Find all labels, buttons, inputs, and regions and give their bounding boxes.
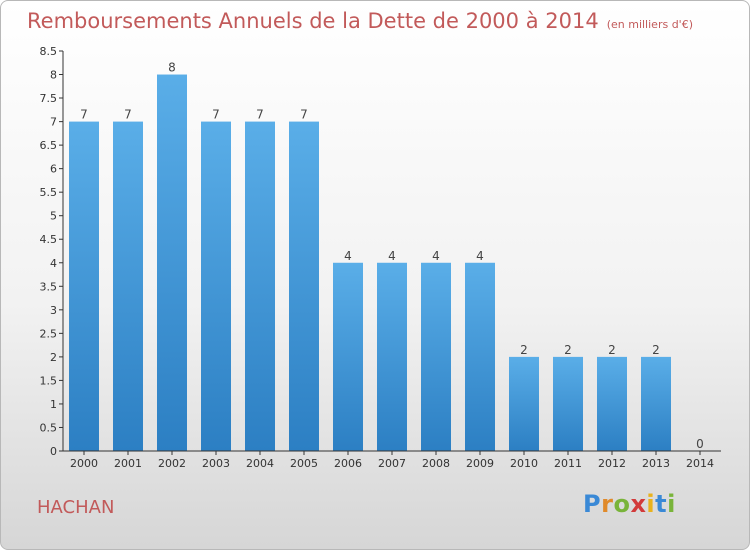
x-axis: 2000 2001 2002 2003 2004 2005 2006 2007 2008 2009… [63, 450, 721, 470]
bar-2009 [465, 262, 495, 451]
bar-value-label: 2 [652, 343, 660, 357]
y-tick-label: 7 [50, 116, 57, 129]
y-tick-label: 4 [50, 257, 57, 270]
y-tick-label: 0 [50, 445, 57, 458]
x-tick-label: 2008 [422, 457, 450, 470]
y-tick-label: 6 [50, 163, 57, 176]
bar-value-label: 7 [124, 108, 132, 122]
x-tick-label: 2014 [686, 457, 714, 470]
x-tick-label: 2000 [70, 457, 98, 470]
commune-name: HACHAN [37, 497, 115, 518]
x-tick-label: 2011 [554, 457, 582, 470]
bar-value-label: 7 [300, 108, 308, 122]
bar-2008 [421, 262, 451, 451]
y-tick-label: 5 [50, 210, 57, 223]
y-tick-label: 4.5 [40, 233, 58, 246]
bar-2007 [377, 262, 407, 451]
y-tick-label: 6.5 [40, 139, 58, 152]
y-tick-label: 0.5 [40, 421, 58, 434]
chart-unit: (en milliers d'€) [606, 18, 693, 31]
bar-2010 [509, 356, 539, 451]
bar-2012 [597, 356, 627, 451]
bar-value-label: 4 [432, 249, 440, 263]
chart-title: Remboursements Annuels de la Dette de 20… [27, 9, 693, 33]
bar-value-label: 2 [564, 343, 572, 357]
proxiti-logo[interactable]: Proxiti [583, 490, 676, 518]
bar-2001 [113, 121, 143, 452]
x-tick-label: 2013 [642, 457, 670, 470]
x-tick-label: 2006 [334, 457, 362, 470]
x-tick-label: 2012 [598, 457, 626, 470]
x-tick-label: 2007 [378, 457, 406, 470]
bar-value-label: 4 [388, 249, 396, 263]
bar-value-label: 8 [168, 61, 176, 75]
y-tick-label: 7.5 [40, 92, 58, 105]
bar-value-label: 2 [608, 343, 616, 357]
x-tick-label: 2010 [510, 457, 538, 470]
bar-2002 [157, 74, 187, 451]
bar-2011 [553, 356, 583, 451]
bar-2004 [245, 121, 275, 452]
bar-value-label: 4 [344, 249, 352, 263]
bar-value-label: 7 [80, 108, 88, 122]
bars: 7 7 8 7 7 7 4 4 4 4 2 2 2 2 0 [69, 61, 704, 452]
y-axis: 0 0.5 1 1.5 2 2.5 3 3.5 4 4.5 5 5.5 6 6.5 7 7.5 8 8.5 [40, 45, 64, 458]
bar-2013 [641, 356, 671, 451]
x-tick-label: 2004 [246, 457, 274, 470]
bar-value-label: 2 [520, 343, 528, 357]
bar-value-label: 7 [256, 108, 264, 122]
bar-2006 [333, 262, 363, 451]
y-tick-label: 3 [50, 304, 57, 317]
y-tick-label: 8 [50, 69, 57, 82]
x-tick-label: 2003 [202, 457, 230, 470]
x-tick-label: 2009 [466, 457, 494, 470]
bar-value-label: 0 [696, 437, 704, 451]
y-tick-label: 8.5 [40, 45, 58, 58]
y-tick-label: 3.5 [40, 280, 58, 293]
bar-2003 [201, 121, 231, 452]
y-tick-label: 1 [50, 398, 57, 411]
bar-value-label: 7 [212, 108, 220, 122]
y-tick-label: 1.5 [40, 374, 58, 387]
bar-value-label: 4 [476, 249, 484, 263]
y-tick-label: 2.5 [40, 327, 58, 340]
bar-2005 [289, 121, 319, 452]
y-tick-label: 2 [50, 351, 57, 364]
x-tick-label: 2002 [158, 457, 186, 470]
x-tick-label: 2005 [290, 457, 318, 470]
bar-2000 [69, 121, 99, 452]
chart-title-text: Remboursements Annuels de la Dette de 20… [27, 9, 599, 33]
x-tick-label: 2001 [114, 457, 142, 470]
y-tick-label: 5.5 [40, 186, 58, 199]
